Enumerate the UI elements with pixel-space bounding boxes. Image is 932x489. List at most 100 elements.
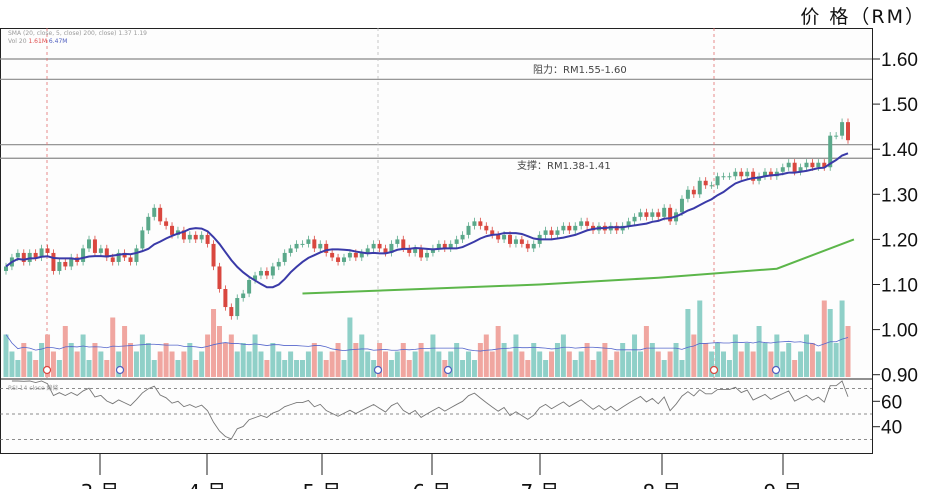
- candle: [436, 243, 441, 249]
- volume-bar: [92, 343, 98, 377]
- month-label: 8 月: [642, 480, 681, 489]
- volume-bar: [554, 343, 560, 377]
- volume-bar: [709, 351, 715, 377]
- candle: [448, 243, 453, 249]
- volume-bar: [572, 360, 578, 377]
- candle: [484, 225, 489, 231]
- volume-bar: [371, 360, 377, 377]
- volume-bar: [98, 351, 104, 377]
- candle: [341, 257, 346, 262]
- candle: [579, 221, 584, 226]
- candle: [15, 252, 20, 258]
- month-label: 9 月: [763, 480, 802, 489]
- volume-bar: [317, 351, 323, 377]
- volume-bar: [157, 351, 163, 377]
- candle: [739, 171, 744, 177]
- candle: [211, 243, 216, 267]
- candle: [685, 189, 690, 199]
- candle: [229, 307, 234, 317]
- candle: [247, 279, 252, 294]
- candle: [223, 289, 228, 308]
- event-marker-icon: [42, 365, 52, 375]
- volume-bar: [145, 343, 151, 377]
- event-marker-icon: [115, 365, 125, 375]
- candle: [181, 230, 186, 240]
- candle: [205, 234, 210, 244]
- volume-bar: [596, 351, 602, 377]
- volume-bar: [501, 343, 507, 377]
- candle: [288, 248, 293, 253]
- candle: [264, 270, 269, 276]
- candle: [513, 239, 518, 244]
- candle: [798, 167, 803, 172]
- candle: [324, 243, 329, 253]
- month-label: 6 月: [412, 480, 451, 489]
- candle: [347, 252, 352, 258]
- volume-bar: [750, 351, 756, 377]
- candle: [199, 234, 204, 240]
- candle: [585, 221, 590, 226]
- candle: [792, 162, 797, 172]
- volume-bar: [187, 343, 193, 377]
- volume-bar: [353, 343, 359, 377]
- candle: [389, 243, 394, 253]
- plot-area: [0, 28, 873, 454]
- month-label: 4 月: [187, 480, 226, 489]
- volume-legend-avg: 6.47M: [48, 38, 68, 45]
- price-tick-label: 1.60: [881, 50, 918, 71]
- candle: [312, 239, 317, 249]
- candle: [116, 252, 121, 262]
- volume-bar: [655, 351, 661, 377]
- volume-bar: [288, 351, 294, 377]
- volume-bar: [560, 334, 566, 377]
- candle: [804, 162, 809, 168]
- candle: [573, 225, 578, 231]
- volume-bar: [341, 360, 347, 377]
- candle: [834, 135, 839, 137]
- volume-bar: [649, 343, 655, 377]
- candle: [217, 266, 222, 290]
- event-marker-icon: [373, 365, 383, 375]
- volume-bar: [222, 343, 228, 377]
- volume-bar: [27, 351, 33, 377]
- volume-bar: [116, 351, 122, 377]
- volume-bar: [258, 351, 264, 377]
- candle: [472, 221, 477, 226]
- candle: [128, 257, 133, 262]
- volume-bar: [3, 334, 9, 377]
- candle: [164, 221, 169, 226]
- volume-bar: [715, 343, 721, 377]
- candle: [39, 248, 44, 258]
- volume-bar: [519, 351, 525, 377]
- volume-bar: [39, 343, 45, 377]
- volume-bar: [56, 360, 62, 377]
- volume-bar: [798, 351, 804, 377]
- volume-bar: [264, 360, 270, 377]
- volume-bar: [128, 343, 134, 377]
- rsi-tick-label: 40: [881, 418, 902, 439]
- volume-bar: [110, 317, 116, 377]
- candle: [810, 162, 815, 168]
- volume-bar: [246, 351, 252, 377]
- volume-bar: [252, 334, 258, 377]
- volume-bar: [549, 351, 555, 377]
- volume-bar: [15, 360, 21, 377]
- volume-bar: [578, 351, 584, 377]
- volume-bar: [50, 351, 56, 377]
- candle: [828, 135, 833, 168]
- candle: [146, 216, 151, 231]
- candle: [840, 122, 845, 136]
- volume-legend-name: Vol 20: [8, 38, 27, 45]
- volume-bar: [792, 360, 798, 377]
- candle: [632, 216, 637, 222]
- candle: [430, 248, 435, 253]
- price-tick-label: 1.20: [881, 230, 918, 251]
- volume-bar: [347, 317, 353, 377]
- volume-bar: [151, 360, 157, 377]
- volume-bar: [827, 309, 833, 377]
- candle: [715, 176, 720, 186]
- candle: [496, 234, 501, 240]
- candle: [371, 243, 376, 249]
- volume-bar: [169, 351, 175, 377]
- volume-bar: [270, 343, 276, 377]
